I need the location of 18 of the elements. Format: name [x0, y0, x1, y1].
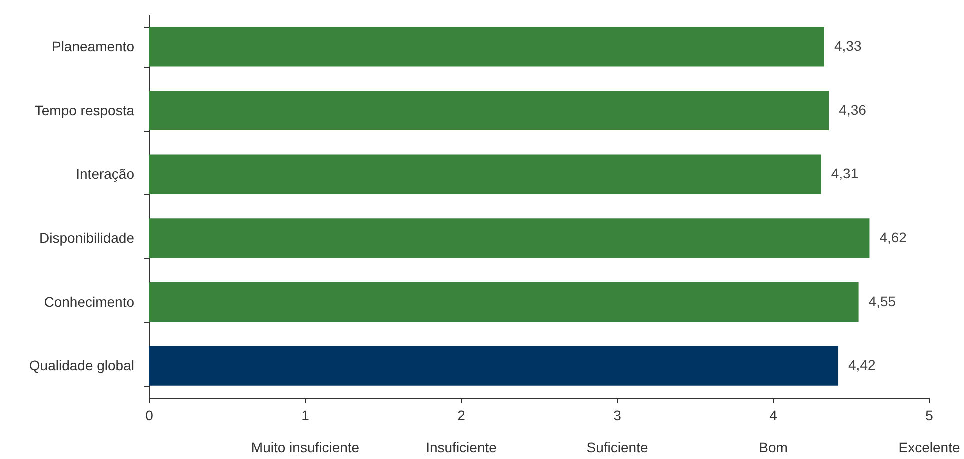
x-tick-label: 3 Suficiente	[586, 408, 648, 456]
y-tick-label: Planeamento	[52, 38, 135, 54]
data-label: 4,31	[831, 166, 859, 182]
x-tick-label: 0	[146, 408, 154, 424]
x-tick-label: 2 Insuficiente	[426, 408, 498, 456]
data-label: 4,62	[880, 229, 908, 246]
data-label: 4,42	[848, 357, 876, 374]
y-tick-label: Tempo resposta	[34, 102, 135, 118]
y-tick-label: Interação	[76, 166, 135, 182]
y-tick-label: Qualidade global	[29, 358, 134, 374]
data-label: 4,55	[868, 293, 896, 310]
data-label: 4,33	[834, 38, 862, 54]
y-tick-label: Conhecimento	[44, 294, 135, 310]
x-tick-label: 1 Muito insuficiente	[251, 408, 360, 456]
y-tick-label: Disponibilidade	[40, 230, 135, 246]
data-label: 4,36	[839, 102, 867, 118]
x-tick-label: 5 Excelente	[898, 408, 960, 456]
x-tick-label: 4 Bom	[759, 408, 788, 456]
